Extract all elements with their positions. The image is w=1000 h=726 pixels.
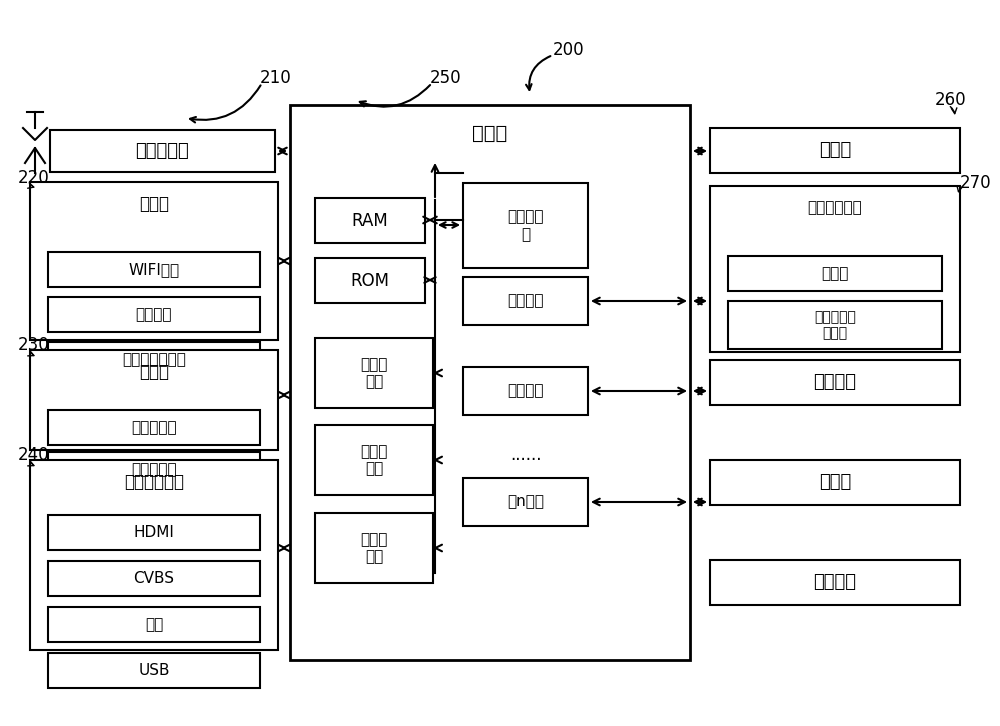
Text: 声音采集器: 声音采集器 — [131, 420, 177, 435]
Text: 中央处理
器: 中央处理 器 — [507, 209, 544, 242]
Bar — [315, 198, 425, 243]
Text: 调谐解调器: 调谐解调器 — [136, 142, 189, 160]
Text: 第一接口: 第一接口 — [507, 293, 544, 309]
Bar — [315, 425, 433, 495]
Text: 第n接口: 第n接口 — [507, 494, 544, 510]
Text: 220: 220 — [18, 169, 50, 187]
Text: 分量: 分量 — [145, 617, 163, 632]
Text: 第二接口: 第二接口 — [507, 383, 544, 399]
Text: 显示器: 显示器 — [819, 142, 851, 160]
Bar — [48, 297, 260, 332]
Text: 图像采集器: 图像采集器 — [131, 462, 177, 477]
Bar — [30, 350, 278, 450]
Text: HDMI: HDMI — [134, 525, 174, 540]
Text: 用户接口: 用户接口 — [814, 574, 856, 592]
Bar — [50, 130, 275, 172]
Text: RAM: RAM — [352, 211, 388, 229]
Bar — [710, 460, 960, 505]
Text: 音频输出接口: 音频输出接口 — [808, 200, 862, 216]
Text: 音频处
理器: 音频处 理器 — [360, 532, 388, 564]
Bar — [48, 410, 260, 445]
Bar — [710, 128, 960, 173]
Text: 210: 210 — [260, 69, 292, 87]
Bar — [463, 183, 588, 268]
Bar — [48, 561, 260, 596]
Text: 存储器: 存储器 — [819, 473, 851, 492]
Text: 图形处
理器: 图形处 理器 — [360, 444, 388, 476]
Bar — [48, 607, 260, 642]
Bar — [48, 515, 260, 550]
Text: 250: 250 — [430, 69, 462, 87]
Text: 有线以太网模块: 有线以太网模块 — [122, 352, 186, 367]
Bar — [710, 186, 960, 352]
Text: ......: ...... — [510, 446, 541, 464]
Bar — [48, 252, 260, 287]
Text: 240: 240 — [18, 446, 50, 464]
Text: WIFI模块: WIFI模块 — [128, 262, 180, 277]
Bar — [728, 256, 942, 291]
Text: 控制器: 控制器 — [472, 123, 508, 142]
Bar — [710, 560, 960, 605]
Text: 200: 200 — [553, 41, 585, 59]
Bar — [290, 105, 690, 660]
Bar — [30, 182, 278, 340]
Text: ROM: ROM — [351, 272, 390, 290]
Text: 扬声器: 扬声器 — [821, 266, 849, 281]
Text: 蓝牙模块: 蓝牙模块 — [136, 307, 172, 322]
Bar — [710, 360, 960, 405]
Bar — [463, 277, 588, 325]
Bar — [48, 452, 260, 487]
Text: 通信器: 通信器 — [139, 195, 169, 213]
Bar — [463, 478, 588, 526]
Text: 260: 260 — [935, 91, 967, 109]
Text: USB: USB — [138, 663, 170, 678]
Text: 外接音响输
出端子: 外接音响输 出端子 — [814, 310, 856, 340]
Bar — [315, 513, 433, 583]
Text: 供电电源: 供电电源 — [814, 373, 856, 391]
Bar — [463, 367, 588, 415]
Text: 检测器: 检测器 — [139, 363, 169, 381]
Text: 外部装置接口: 外部装置接口 — [124, 473, 184, 491]
Bar — [48, 342, 260, 377]
Bar — [48, 653, 260, 688]
Bar — [30, 460, 278, 650]
Text: 视频处
理器: 视频处 理器 — [360, 356, 388, 389]
Text: 270: 270 — [960, 174, 992, 192]
Bar — [728, 301, 942, 349]
Text: CVBS: CVBS — [134, 571, 175, 586]
Bar — [315, 258, 425, 303]
Text: 230: 230 — [18, 336, 50, 354]
Bar — [315, 338, 433, 408]
